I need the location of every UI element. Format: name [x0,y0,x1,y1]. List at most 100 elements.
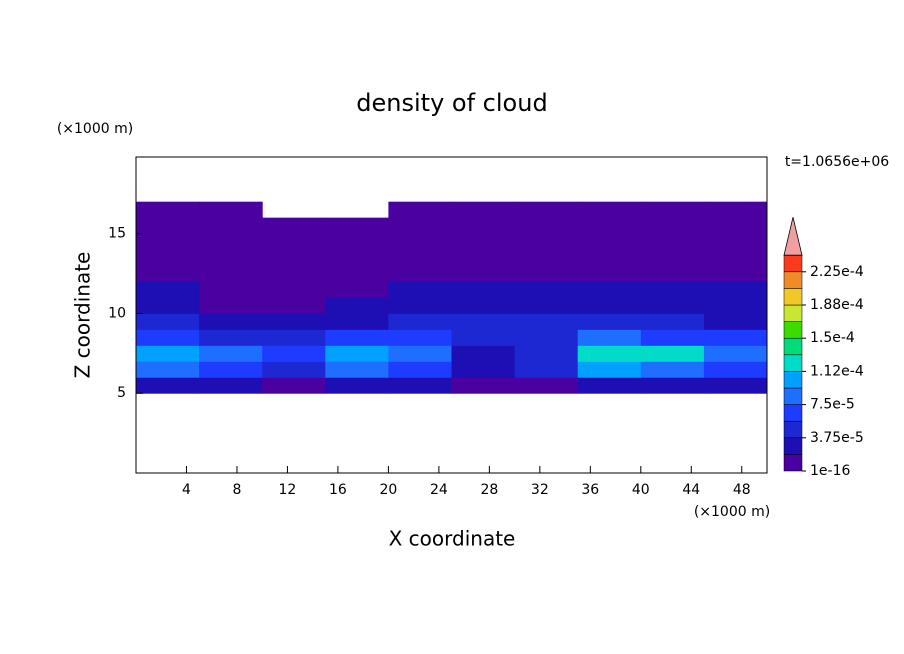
colorbar-box [783,420,803,439]
y-unit: (×1000 m) [57,121,133,137]
contour-cell [703,265,768,282]
contour-cell [577,281,642,298]
y-axis-label: Z coordinate [71,252,95,379]
chart-title: density of cloud [356,89,547,117]
contour-cell [199,377,263,394]
contour-cell [262,217,326,235]
contour-cell [640,297,705,314]
contour-cell [325,233,389,251]
contour-cell [388,329,452,346]
contour-cell [262,361,326,378]
contour-cell [136,217,200,235]
x-tick-label: 28 [480,482,498,498]
contour-cell [451,217,516,235]
contour-cell [514,201,579,219]
contour-cell [703,361,768,378]
contour-cell [514,329,579,346]
contour-cell [703,345,768,362]
contour-cell [451,265,516,282]
contour-cell [388,297,452,314]
contour-cell [703,249,768,267]
contour-cell [388,345,452,362]
x-tick-label: 20 [379,482,397,498]
contour-cell [577,297,642,314]
colorbar-tick-label: 1e-16 [810,463,850,479]
colorbar-box [783,304,803,322]
y-tick-label: 15 [108,226,126,242]
contour-cell [640,249,705,267]
colorbar-tick-label: 1.5e-4 [810,330,855,346]
contour-cell [325,281,389,298]
contour-cell [388,361,452,378]
colorbar-tick-label: 2.25e-4 [810,264,864,280]
contour-cell [514,377,579,394]
y-tick-label: 10 [108,305,126,321]
x-unit: (×1000 m) [694,504,770,520]
contour-cell [577,361,642,378]
contour-cell [514,217,579,235]
contour-cell [577,313,642,330]
colorbar-box [783,337,803,356]
x-tick-label: 40 [632,482,650,498]
contour-cell [325,313,389,330]
colorbar-box [783,454,803,472]
contour-cell [514,265,579,282]
contour-cell [325,361,389,378]
contour-cell [325,217,389,235]
contour-cell [451,297,516,314]
contour-cell [451,281,516,298]
contour-cell [703,329,768,346]
contour-cell [703,297,768,314]
contour-cell [388,249,452,267]
contour-cell [136,313,200,330]
contour-cell [577,201,642,219]
contour-cell [514,345,579,362]
x-tick-label: 44 [682,482,700,498]
colorbar-box [783,354,803,372]
colorbar-tick-label: 7.5e-5 [810,397,855,413]
contour-cell [199,201,263,219]
contour-cell [136,361,200,378]
contour-cell [514,249,579,267]
contour-cell [577,233,642,251]
contour-cell [388,281,452,298]
colorbar-tick-label: 1.88e-4 [810,297,864,313]
colorbar-box [783,371,803,389]
contour-cell [388,313,452,330]
colorbar-box [783,271,803,289]
contour-cell [136,249,200,267]
contour-cell [199,297,263,314]
colorbar-box [783,387,803,405]
contour-cell [514,233,579,251]
contour-cell [262,281,326,298]
contour-cell [577,265,642,282]
contour-cell [388,233,452,251]
contour-cell [325,345,389,362]
contour-cell [325,377,389,394]
x-tick-label: 8 [232,482,241,498]
contour-cell [577,345,642,362]
x-tick-label: 24 [430,482,448,498]
contour-cell [199,265,263,282]
contour-cell [262,297,326,314]
contour-cell [703,377,768,394]
contour-cell [451,345,516,362]
contour-cell [136,345,200,362]
contour-cell [640,217,705,235]
contour-cell [514,297,579,314]
contour-cell [703,281,768,298]
contour-cell [199,313,263,330]
contour-cell [703,313,768,330]
x-tick-label: 48 [733,482,751,498]
colorbar-box [783,288,803,306]
x-axis-label: X coordinate [389,527,516,551]
contour-cell [199,329,263,346]
contour-cell [136,233,200,251]
contour-cell [640,377,705,394]
contour-cell [640,329,705,346]
x-tick-label: 12 [279,482,297,498]
x-tick-label: 36 [581,482,599,498]
contour-cell [199,361,263,378]
contour-cell [451,313,516,330]
